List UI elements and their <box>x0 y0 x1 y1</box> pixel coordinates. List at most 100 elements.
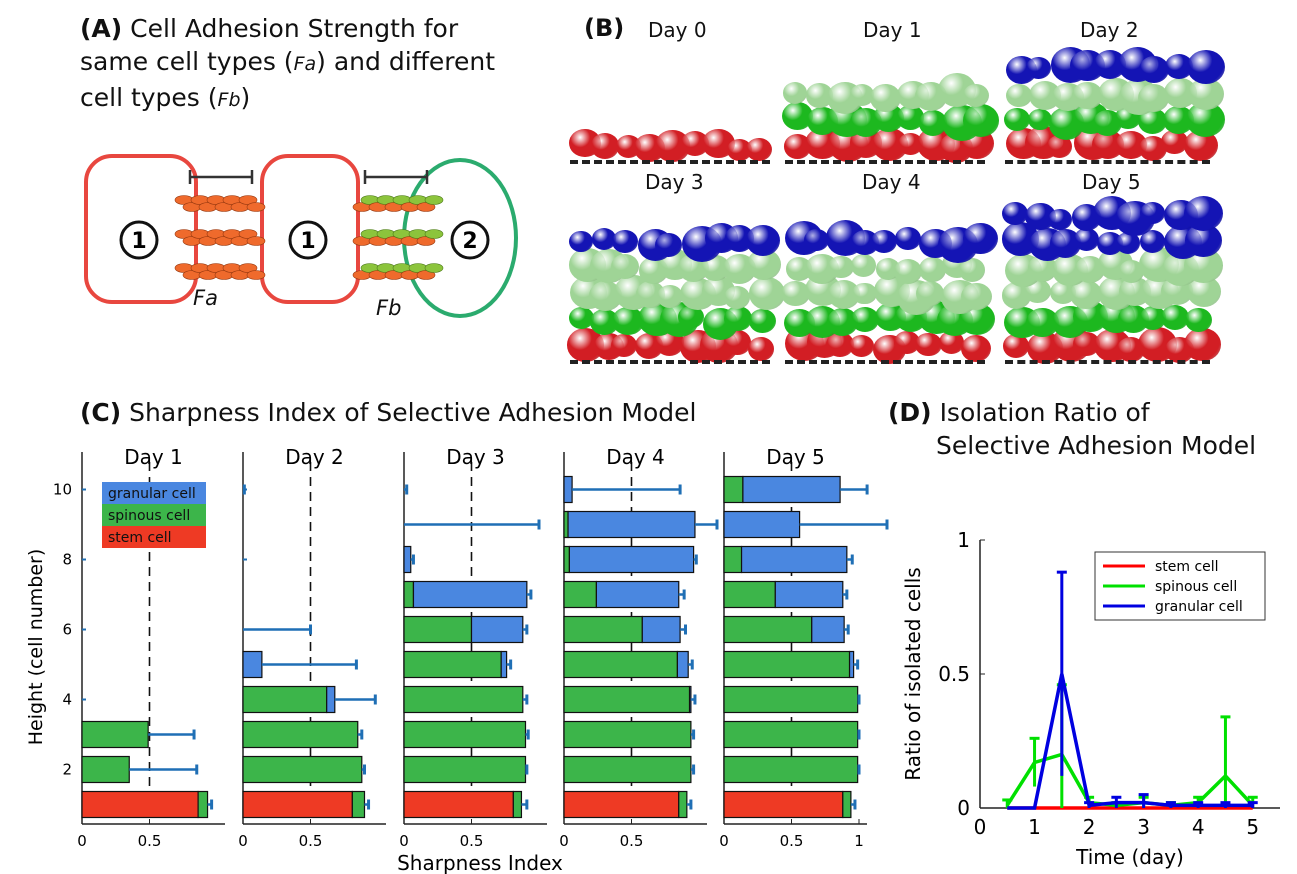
y-tick-label: 0.5 <box>938 662 970 686</box>
x-tick-label: 0 <box>974 815 987 839</box>
y-tick-label: 4 <box>62 691 72 709</box>
y-axis-label: Ratio of isolated cells <box>901 567 925 780</box>
cell-light <box>849 83 874 106</box>
x-tick-label: 5 <box>1246 815 1259 839</box>
panel-a-title-line3b: ) <box>240 83 251 112</box>
bar-granular <box>740 545 848 574</box>
bar-granular <box>774 580 844 609</box>
y-tick-label: 8 <box>62 551 72 569</box>
bar-spinous <box>403 755 527 784</box>
y-tick-label: 6 <box>62 621 72 639</box>
cell-stem <box>894 331 920 355</box>
panel-d-title: (D) Isolation Ratio of Selective Adhesio… <box>888 396 1256 462</box>
bar-spinous <box>512 790 523 819</box>
cell-label-circle-1b <box>288 220 328 260</box>
cell-granular <box>568 230 593 253</box>
bar-spinous <box>563 545 571 574</box>
bar-granular <box>500 650 508 679</box>
bar-granular <box>848 650 855 679</box>
molecule-b-type1 <box>416 270 436 280</box>
x-axis-label: Time (day) <box>1075 845 1184 869</box>
molecule-a <box>238 229 258 239</box>
cell-light <box>1138 83 1170 112</box>
y-tick-label: 1 <box>957 528 970 552</box>
bar-spinous <box>563 685 691 714</box>
x-tick-label: 0 <box>559 832 569 850</box>
bar-granular <box>567 510 696 539</box>
cell-light <box>961 282 992 311</box>
molecule-b-type2 <box>424 229 444 239</box>
legend-label: spinous cell <box>1155 579 1237 595</box>
x-tick-label: 3 <box>1137 815 1150 839</box>
bar-granular <box>595 580 680 609</box>
cell-stem <box>960 334 992 363</box>
adhesion-diagram: 1 1 2 <box>84 154 518 318</box>
panel-c-title: (C) Sharpness Index of Selective Adhesio… <box>80 396 696 429</box>
bar-granular <box>568 545 695 574</box>
scale-bar-fa <box>188 170 254 184</box>
cell-stem <box>1002 334 1030 358</box>
bar-spinous <box>842 790 852 819</box>
bar-spinous <box>563 510 569 539</box>
cell-granular <box>1047 208 1072 231</box>
cell-spinous <box>678 305 704 329</box>
cell-stem <box>849 334 875 358</box>
molecule-a <box>246 270 266 280</box>
facet-title: Day 5 <box>766 445 825 469</box>
facet-title: Day 1 <box>124 445 183 469</box>
cell-spinous <box>569 307 594 330</box>
bar-spinous <box>563 580 598 609</box>
cell-light <box>749 277 786 310</box>
cell-granular <box>1073 227 1100 251</box>
cell-granular <box>1116 232 1141 254</box>
bar-spinous <box>723 720 859 749</box>
bar-granular <box>742 475 841 504</box>
x-tick-label: 1 <box>1028 815 1041 839</box>
bar-spinous <box>678 790 688 819</box>
cell-spinous <box>1184 307 1212 332</box>
molecule-b-type2 <box>424 195 444 205</box>
bar-spinous <box>723 615 813 644</box>
tissue-snapshots: Day 0 Day 1 Day 2 Day 3 Day 4 Day 5 <box>560 0 1226 370</box>
x-tick-label: 0 <box>77 832 87 850</box>
panel-a-title-line2b: ) and different <box>316 47 495 76</box>
cell-light <box>723 285 751 310</box>
bar-granular <box>811 615 845 644</box>
cell-type1-left <box>84 154 198 304</box>
cell-granular <box>746 225 781 256</box>
panel-d-label: (D) <box>888 398 932 427</box>
cell-light <box>916 280 944 306</box>
legend-swatch <box>102 526 206 548</box>
bar-granular <box>326 685 336 714</box>
cell-stem <box>1046 134 1072 158</box>
cell-spinous <box>1003 107 1030 131</box>
cell-spinous <box>1139 306 1167 330</box>
fa-label: Fa <box>193 286 218 310</box>
cell-granular <box>804 229 829 252</box>
x-tick-label: 0 <box>719 832 729 850</box>
bar-spinous <box>563 615 643 644</box>
y-tick-label: 0 <box>957 796 970 820</box>
y-tick-label: 2 <box>62 761 72 779</box>
fb-symbol: Fb <box>217 89 241 111</box>
bar-spinous <box>403 720 527 749</box>
panel-c-title-text: Sharpness Index of Selective Adhesion Mo… <box>129 398 697 427</box>
cell-stem <box>611 334 637 358</box>
bar-spinous <box>563 720 692 749</box>
cell-light <box>657 284 684 309</box>
legend-label: stem cell <box>1155 559 1219 575</box>
bar-granular <box>723 510 801 539</box>
cell-label-1b: 1 <box>300 229 315 254</box>
panel-a-title: (A) Cell Adhesion Strength for same cell… <box>80 12 495 117</box>
cell-label-circle-1a <box>119 220 159 260</box>
day-label-1: Day 1 <box>863 18 922 42</box>
cell-light <box>610 254 639 280</box>
bar-granular <box>641 615 681 644</box>
cell-light <box>870 83 902 112</box>
bar-spinous <box>723 650 851 679</box>
bar-spinous <box>81 755 130 784</box>
x-axis-label: Sharpness Index <box>397 851 563 874</box>
bar-spinous <box>242 755 363 784</box>
bar-granular <box>676 650 689 679</box>
bar-spinous <box>242 720 359 749</box>
